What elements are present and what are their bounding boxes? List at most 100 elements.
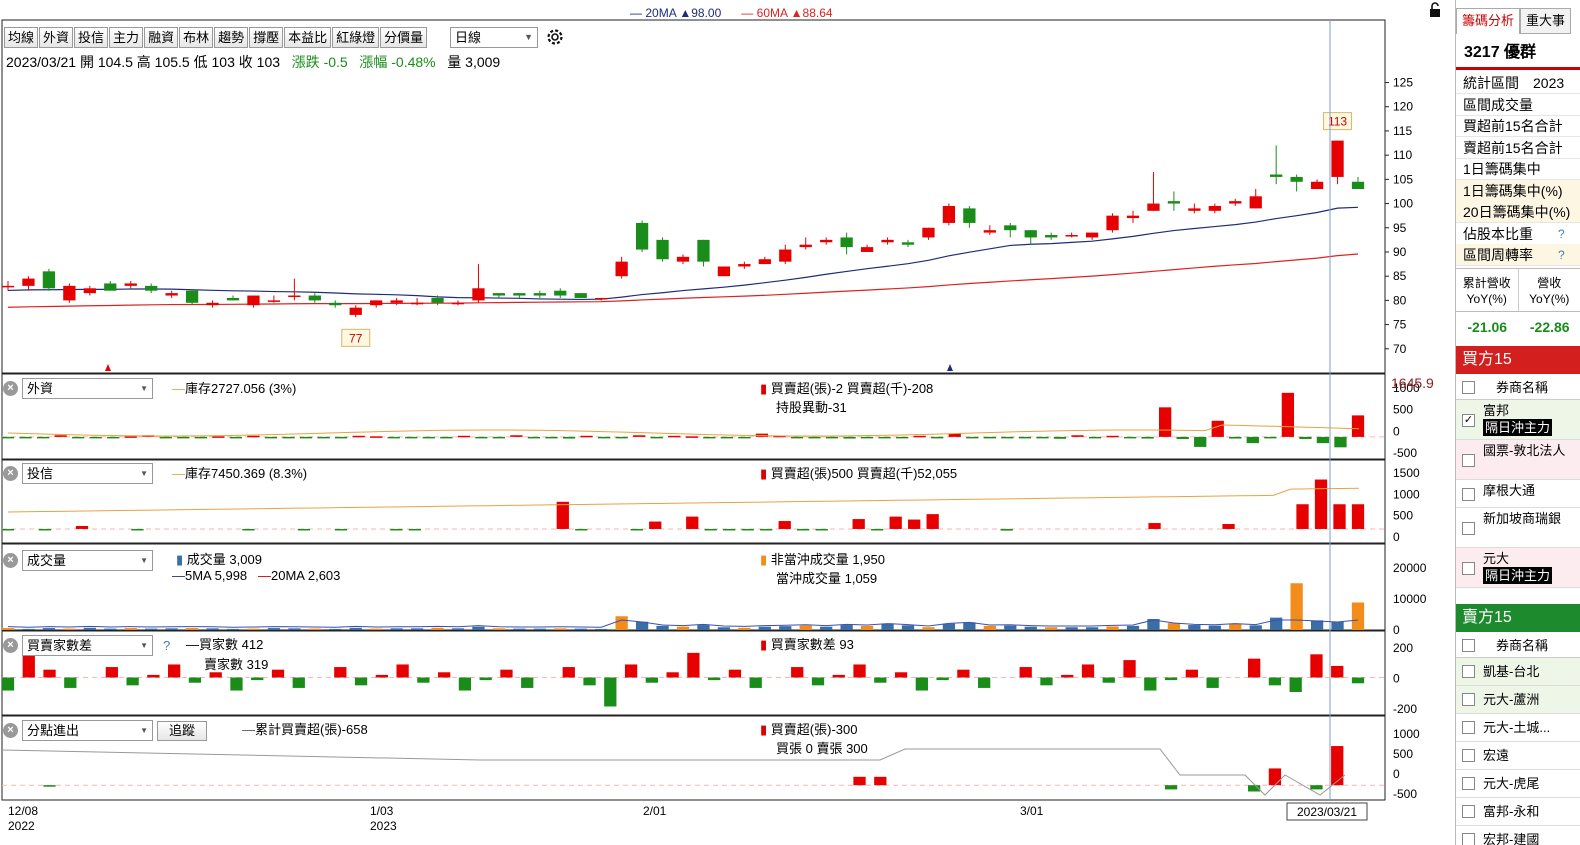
help-icon[interactable]: ? [163, 638, 171, 653]
foreign-bar [1211, 420, 1224, 437]
buy-select-all-checkbox[interactable] [1462, 381, 1475, 394]
trust-panel-selector: × 投信 ▼ [3, 463, 153, 484]
broker-checkbox[interactable] [1462, 721, 1475, 734]
sell-broker-row[interactable]: 元大-蘆洲 [1456, 686, 1580, 714]
candle-body [1106, 215, 1119, 231]
sell-select-all-checkbox[interactable] [1462, 639, 1475, 652]
foreign-bar [19, 436, 32, 439]
broker-checkbox[interactable] [1462, 777, 1475, 790]
price-tick-label: 105 [1393, 172, 1413, 186]
broker-name: 富邦-永和 [1483, 804, 1540, 819]
indicator-button-0[interactable]: 均線 [4, 27, 39, 48]
indicator-button-4[interactable]: 融資 [144, 27, 179, 48]
yoy-header: 累計營收 YoY(%) 營收 YoY(%) [1456, 268, 1580, 312]
buy-broker-row[interactable]: 新加坡商瑞銀 [1456, 508, 1580, 548]
close-icon[interactable]: × [3, 466, 18, 481]
close-icon[interactable]: × [3, 553, 18, 568]
volume-bar [1065, 627, 1078, 630]
candle-body [1208, 205, 1221, 211]
broker-checkbox[interactable] [1462, 665, 1475, 678]
brokers-bar [1040, 677, 1053, 686]
broker-checkbox[interactable] [1462, 561, 1475, 575]
broker-checkbox[interactable]: ✓ [1462, 413, 1475, 427]
sell-broker-row[interactable]: 宏遠 [1456, 742, 1580, 770]
broker-checkbox[interactable] [1462, 833, 1475, 845]
brokers-buyers-text: 買家數 412 [199, 637, 264, 652]
broker-checkbox[interactable] [1462, 487, 1475, 501]
sell-broker-row[interactable]: 宏邦-建國 [1456, 826, 1580, 845]
sell-broker-row[interactable]: 凱基-台北 [1456, 658, 1580, 686]
foreign-bar [966, 436, 979, 439]
volume-select[interactable]: 成交量 ▼ [22, 550, 153, 571]
broker-checkbox[interactable] [1462, 749, 1475, 762]
indicator-button-5[interactable]: 布林 [179, 27, 214, 48]
gear-icon[interactable] [545, 27, 565, 47]
foreign-bar [1194, 436, 1207, 447]
close-icon[interactable]: × [3, 638, 18, 653]
brokers-select[interactable]: 買賣家數差 ▼ [22, 635, 153, 656]
candle-body [779, 249, 792, 262]
volume-bar [554, 628, 567, 630]
candle-body [124, 283, 137, 286]
volume-bar [1024, 626, 1037, 630]
indicator-button-1[interactable]: 外資 [39, 27, 74, 48]
foreign-bar [580, 435, 593, 438]
buy-broker-row[interactable]: 摩根大通 [1456, 480, 1580, 508]
period-select[interactable]: 日線 ▼ [450, 27, 538, 48]
sell-broker-row[interactable]: 富邦-永和 [1456, 798, 1580, 826]
broker-checkbox[interactable] [1462, 693, 1475, 706]
brokers-select-label: 買賣家數差 [27, 638, 93, 653]
brokers-bar [853, 664, 866, 678]
brokers-bar [1019, 667, 1032, 678]
trust-net: ▮ 買賣超(張)500 買賣超(千)52,055 [760, 466, 958, 481]
brokers-bar [458, 677, 472, 691]
sell-broker-row[interactable]: 元大-虎尾 [1456, 770, 1580, 798]
indicator-button-2[interactable]: 投信 [74, 27, 109, 48]
buy-broker-row[interactable]: 國票-敦北法人 [1456, 440, 1580, 480]
indicator-button-8[interactable]: 本益比 [284, 27, 332, 48]
branch-select[interactable]: 分點進出 ▼ [22, 720, 153, 741]
broker-checkbox[interactable] [1462, 521, 1475, 535]
brokers-bar [168, 664, 181, 678]
trust-select[interactable]: 投信 ▼ [22, 463, 153, 484]
broker-checkbox[interactable] [1462, 805, 1475, 818]
foreign-select[interactable]: 外資 ▼ [22, 378, 153, 399]
volume-bar [595, 628, 608, 630]
candle-body [738, 264, 751, 267]
sell-broker-row[interactable]: 元大-土城... [1456, 714, 1580, 742]
candle-body [349, 307, 362, 315]
panel-frame [1, 715, 1386, 801]
volume-bar [1188, 625, 1201, 630]
volume-bar [1208, 625, 1221, 630]
volume-bar [226, 628, 240, 630]
date-tick-label: 3/01 [1020, 804, 1044, 818]
tab-chip-analysis[interactable]: 籌碼分析 [1456, 8, 1521, 34]
foreign-bar [597, 436, 611, 439]
indicator-button-7[interactable]: 撐壓 [249, 27, 284, 48]
buy-section-title: 買方15 [1456, 346, 1580, 374]
trust-bar [408, 528, 421, 531]
trust-bar [1148, 523, 1161, 529]
buy-broker-row[interactable]: ✓ 富邦 隔日沖主力 [1456, 400, 1580, 440]
indicator-button-10[interactable]: 分價量 [380, 27, 428, 48]
track-button[interactable]: 追蹤 [157, 721, 207, 741]
foreign-bar [545, 436, 558, 439]
stat-row: 區間成交量 [1456, 94, 1580, 116]
close-icon[interactable]: × [3, 381, 18, 396]
foreign-bar [1053, 436, 1067, 439]
candle-body [370, 300, 383, 306]
indicator-button-9[interactable]: 紅綠燈 [332, 27, 380, 48]
foreign-bar [703, 436, 716, 439]
brokers-bar [230, 677, 243, 691]
close-icon[interactable]: × [3, 723, 18, 738]
tab-major-events[interactable]: 重大事 [1520, 8, 1572, 34]
buy-broker-row[interactable]: 元大 隔日沖主力 [1456, 548, 1580, 588]
foreign-bar [1001, 436, 1014, 439]
unlock-icon[interactable] [1428, 2, 1442, 18]
indicator-button-6[interactable]: 趨勢 [214, 27, 249, 48]
broker-checkbox[interactable] [1462, 453, 1475, 467]
brokers-bar [1061, 674, 1074, 678]
price-tick-label: 70 [1393, 342, 1407, 356]
indicator-button-3[interactable]: 主力 [109, 27, 144, 48]
brokers-bar [271, 669, 285, 678]
